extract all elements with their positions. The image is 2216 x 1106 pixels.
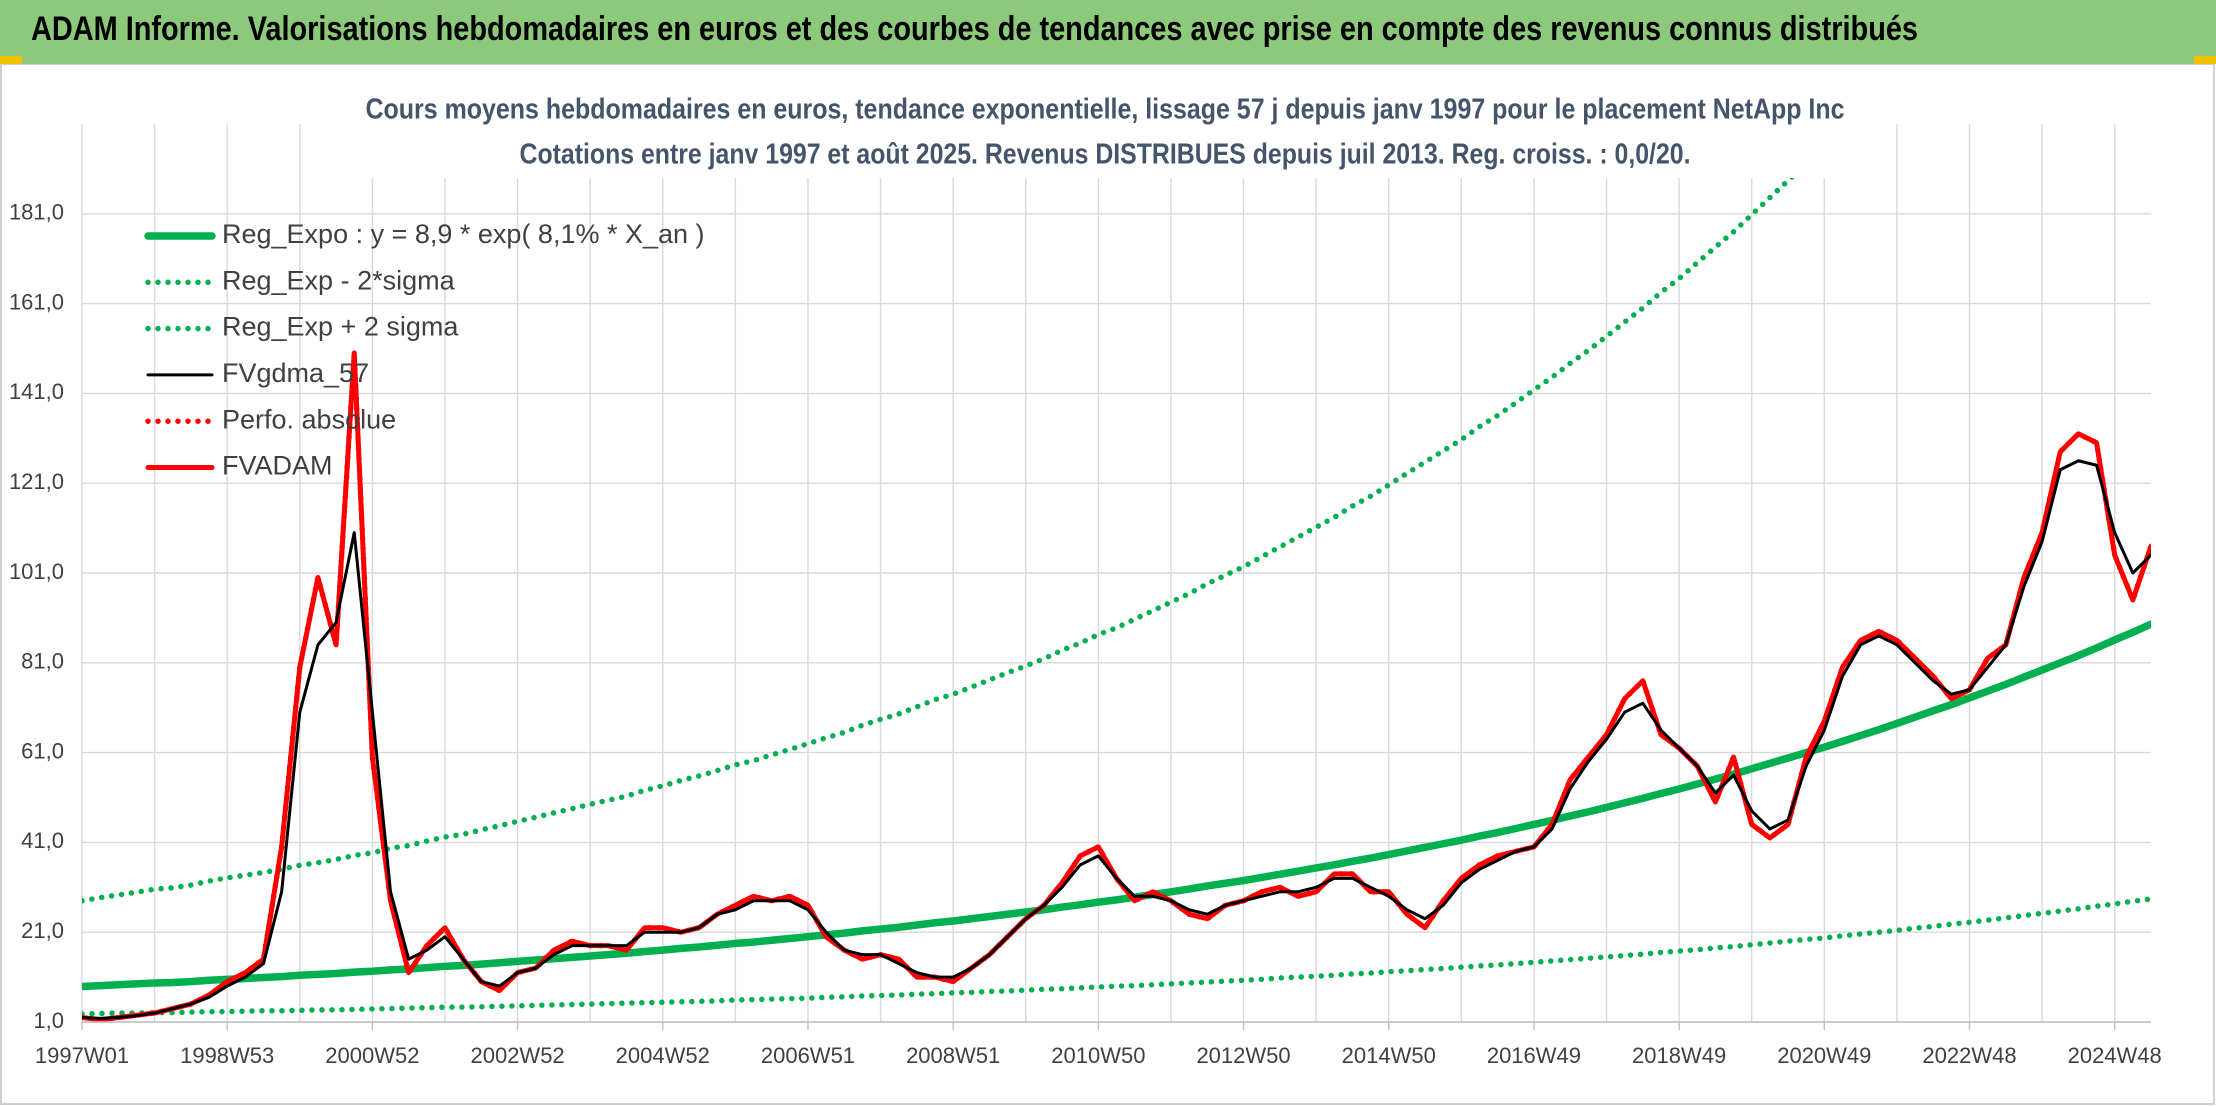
y-tick-label: 21,0 (21, 918, 64, 943)
y-tick-label: 81,0 (21, 649, 64, 674)
header-title: ADAM Informe. Valorisations hebdomadaire… (31, 10, 1918, 48)
legend: Reg_Expo : y = 8,9 * exp( 8,1% * X_an ) R… (144, 219, 705, 481)
x-tick-label: 2020W49 (1777, 1043, 1871, 1068)
legend-label: Reg_Expo : y = 8,9 * exp( 8,1% * X_an ) (222, 219, 705, 249)
chart-title: Cours moyens hebdomadaires en euros, ten… (366, 94, 1845, 126)
y-tick-label: 61,0 (21, 738, 64, 763)
corner-mark (0, 56, 22, 64)
header-bar (0, 0, 2216, 64)
title-box (355, 86, 1855, 178)
y-tick-label: 161,0 (9, 289, 64, 314)
legend-label: Reg_Exp - 2*sigma (222, 265, 456, 295)
series-line (82, 459, 2151, 1020)
x-tick-label: 2000W52 (325, 1043, 419, 1068)
x-tick-label: 2006W51 (761, 1043, 855, 1068)
legend-label: Reg_Exp + 2 sigma (222, 312, 459, 342)
y-tick-label: 101,0 (9, 559, 64, 584)
corner-mark (2194, 56, 2216, 64)
y-tick-label: 121,0 (9, 469, 64, 494)
x-tick-label: 2016W49 (1487, 1043, 1581, 1068)
x-tick-label: 2010W50 (1051, 1043, 1145, 1068)
legend-label: FVgdma_57 (222, 358, 369, 388)
x-tick-label: 2014W50 (1342, 1043, 1436, 1068)
x-tick-label: 2008W51 (906, 1043, 1000, 1068)
x-tick-label: 1998W53 (180, 1043, 274, 1068)
x-tick-label: 2018W49 (1632, 1043, 1726, 1068)
x-tick-label: 2004W52 (616, 1043, 710, 1068)
y-tick-label: 141,0 (9, 379, 64, 404)
y-tick-label: 1,0 (33, 1008, 64, 1033)
x-tick-label: 2012W50 (1196, 1043, 1290, 1068)
x-tick-label: 2024W48 (2068, 1043, 2162, 1068)
x-tick-label: 2002W52 (470, 1043, 564, 1068)
x-tick-label: 2022W48 (1922, 1043, 2016, 1068)
y-tick-label: 181,0 (9, 200, 64, 225)
legend-label: Perfo. absolue (222, 404, 396, 434)
x-tick-label: 1997W01 (35, 1043, 129, 1068)
chart-subtitle: Cotations entre janv 1997 et août 2025. … (520, 139, 1691, 171)
axes: 1,0 21,0 41,0 61,0 81,0 101,0 121,0 141,0 161,0 1… (9, 200, 2162, 1068)
y-tick-label: 41,0 (21, 828, 64, 853)
legend-label: FVADAM (222, 451, 333, 481)
